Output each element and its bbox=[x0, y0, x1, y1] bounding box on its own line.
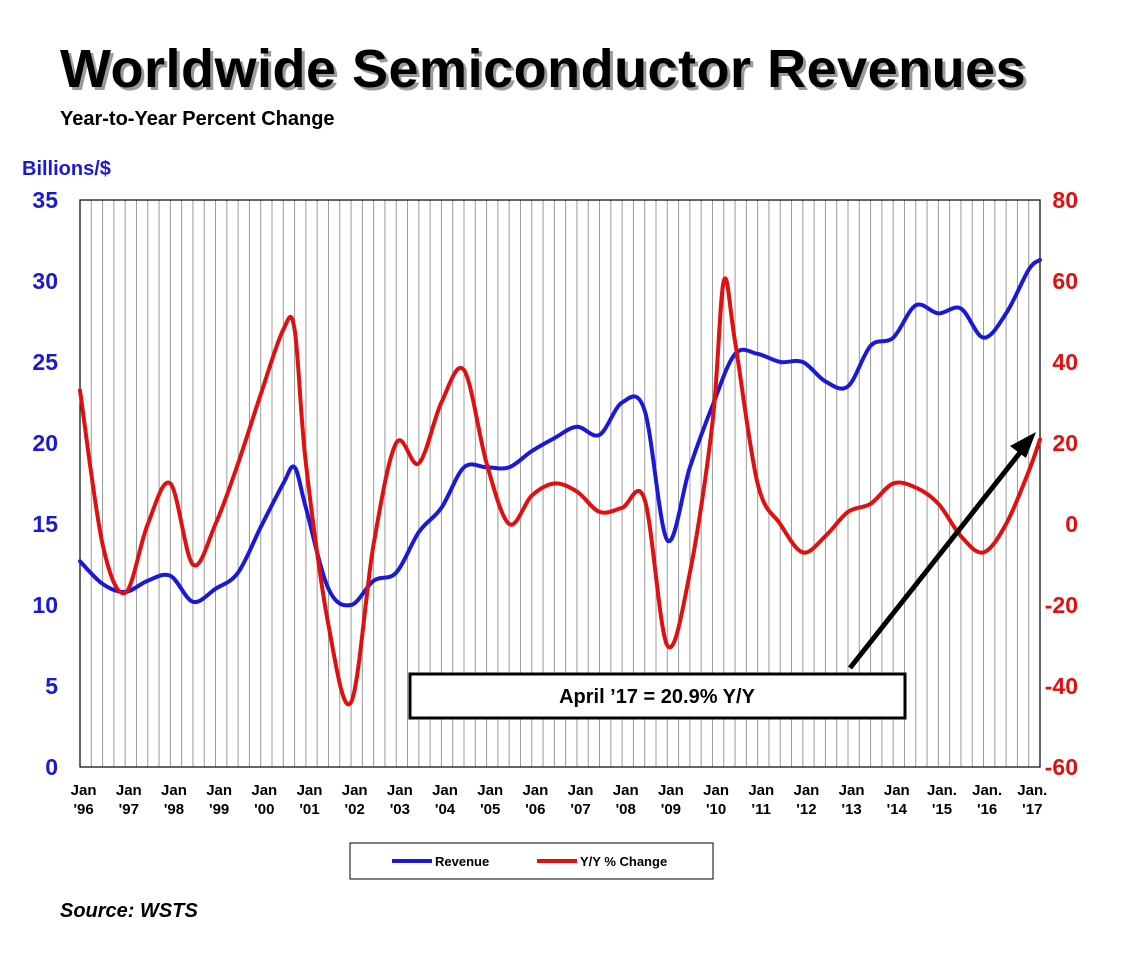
x-tick-year: '97 bbox=[119, 801, 139, 818]
x-tick-label: Jan. bbox=[1017, 782, 1047, 799]
x-tick-year: '17 bbox=[1022, 801, 1042, 818]
chart-subtitle: Year-to-Year Percent Change bbox=[60, 108, 335, 130]
left-tick-label: 10 bbox=[32, 592, 58, 618]
x-tick-year: '04 bbox=[435, 801, 456, 818]
x-tick-year: '15 bbox=[932, 801, 952, 818]
x-tick-label: Jan bbox=[342, 782, 368, 799]
annotation-arrow-shaft bbox=[848, 438, 1032, 670]
x-tick-year: '13 bbox=[841, 801, 861, 818]
x-tick-label: Jan bbox=[794, 782, 820, 799]
x-tick-label: Jan bbox=[703, 782, 729, 799]
x-tick-year: '12 bbox=[796, 801, 816, 818]
right-tick-label: 60 bbox=[1052, 268, 1078, 294]
annotation-arrow-head bbox=[1010, 432, 1036, 458]
right-tick-label: 20 bbox=[1052, 430, 1078, 456]
left-tick-label: 20 bbox=[32, 430, 58, 456]
right-tick-label: 80 bbox=[1052, 187, 1078, 213]
x-tick-label: Jan bbox=[613, 782, 639, 799]
x-tick-year: '01 bbox=[299, 801, 319, 818]
right-tick-label: 40 bbox=[1052, 349, 1078, 375]
x-tick-label: Jan bbox=[206, 782, 232, 799]
right-tick-label: -40 bbox=[1045, 673, 1078, 699]
x-tick-label: Jan bbox=[522, 782, 548, 799]
x-tick-year: '16 bbox=[977, 801, 997, 818]
x-tick-year: '99 bbox=[209, 801, 229, 818]
revenue-line bbox=[78, 257, 1042, 608]
legend-label: Revenue bbox=[435, 854, 489, 869]
x-tick-year: '00 bbox=[254, 801, 274, 818]
x-tick-year: '05 bbox=[480, 801, 500, 818]
x-tick-label: Jan bbox=[297, 782, 323, 799]
x-tick-year: '07 bbox=[570, 801, 590, 818]
x-tick-label: Jan bbox=[568, 782, 594, 799]
source-note: Source: WSTS bbox=[60, 900, 198, 922]
legend: Revenue Y/Y % Change bbox=[349, 842, 714, 880]
x-axis-ticks: Jan '96 Jan '97 Jan '98 Jan '99 Jan '00 Jan '01 Jan '… bbox=[71, 782, 1048, 818]
x-tick-label: Jan bbox=[432, 782, 458, 799]
left-tick-label: 0 bbox=[45, 754, 58, 780]
right-axis-ticks: -60 -40 -20 0 20 40 60 80 bbox=[1045, 187, 1078, 780]
x-tick-year: '10 bbox=[706, 801, 726, 818]
annotation-box bbox=[408, 672, 907, 720]
x-tick-label: Jan bbox=[116, 782, 142, 799]
left-tick-label: 15 bbox=[32, 511, 58, 537]
x-tick-year: '02 bbox=[345, 801, 365, 818]
series-lines bbox=[78, 257, 1042, 707]
x-tick-label: Jan bbox=[884, 782, 910, 799]
right-tick-label: 0 bbox=[1065, 511, 1078, 537]
x-tick-label: Jan bbox=[71, 782, 97, 799]
left-tick-label: 35 bbox=[32, 187, 58, 213]
x-tick-label: Jan bbox=[658, 782, 684, 799]
x-tick-year: '11 bbox=[752, 801, 771, 818]
left-tick-label: 25 bbox=[32, 349, 58, 375]
x-tick-label: Jan bbox=[477, 782, 503, 799]
right-tick-label: -20 bbox=[1045, 592, 1078, 618]
x-tick-label: Jan. bbox=[927, 782, 957, 799]
plot-frame bbox=[79, 199, 1041, 768]
x-tick-year: '96 bbox=[73, 801, 93, 818]
annotation: April ’17 = 20.9% Y/Y bbox=[408, 432, 1036, 720]
x-tick-label: Jan bbox=[748, 782, 774, 799]
x-tick-year: '98 bbox=[164, 801, 184, 818]
x-tick-label: Jan bbox=[251, 782, 277, 799]
left-tick-label: 5 bbox=[45, 673, 58, 699]
annotation-text: April ’17 = 20.9% Y/Y bbox=[559, 686, 756, 708]
y-axis-label: Billions/$ bbox=[22, 158, 111, 180]
x-tick-label: Jan bbox=[839, 782, 865, 799]
chart-title: Worldwide Semiconductor Revenues bbox=[60, 39, 1027, 99]
legend-label: Y/Y % Change bbox=[580, 854, 667, 869]
x-tick-label: Jan bbox=[387, 782, 413, 799]
x-tick-year: '06 bbox=[525, 801, 545, 818]
left-axis-ticks: 0 5 10 15 20 25 30 35 bbox=[32, 187, 58, 780]
x-tick-label: Jan bbox=[161, 782, 187, 799]
yoy-change-line bbox=[78, 276, 1042, 707]
left-tick-label: 30 bbox=[32, 268, 58, 294]
right-tick-label: -60 bbox=[1045, 754, 1078, 780]
x-tick-year: '14 bbox=[887, 801, 908, 818]
x-tick-year: '09 bbox=[661, 801, 681, 818]
x-tick-year: '08 bbox=[616, 801, 636, 818]
x-tick-label: Jan. bbox=[972, 782, 1002, 799]
x-tick-year: '03 bbox=[390, 801, 410, 818]
